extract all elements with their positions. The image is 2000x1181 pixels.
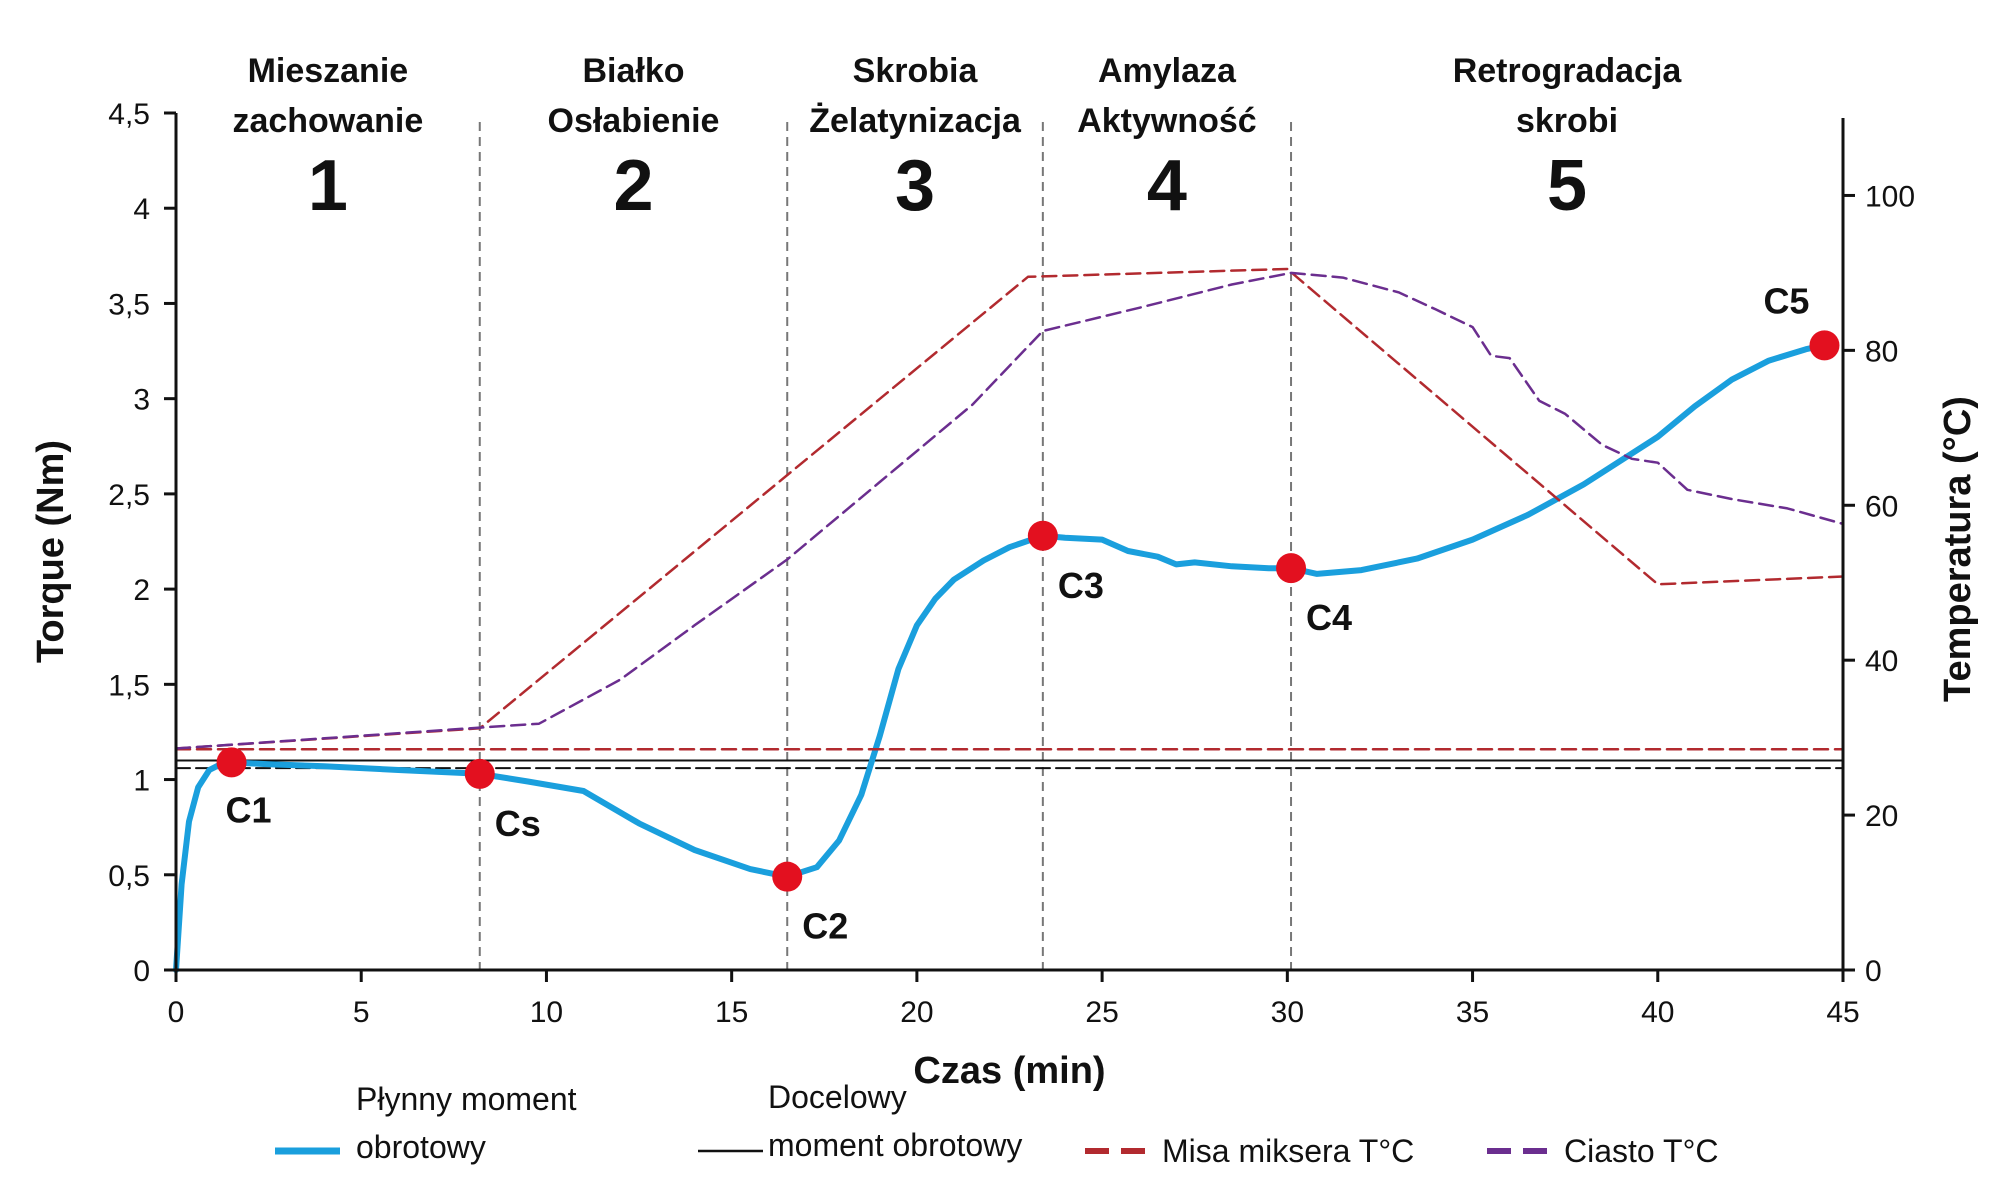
phase-number: 5 xyxy=(1547,146,1587,226)
legend-label: obrotowy xyxy=(356,1129,486,1165)
legend-label: Płynny moment xyxy=(356,1081,577,1117)
phase-subtitle: zachowanie xyxy=(232,102,423,140)
data-point-label: C2 xyxy=(802,906,848,947)
phase-number: 1 xyxy=(308,146,348,226)
phase-number: 3 xyxy=(895,146,935,226)
x-tick-label: 35 xyxy=(1456,996,1489,1029)
y2-tick-label: 60 xyxy=(1865,490,1898,523)
series-line-misa-miksera-t-c xyxy=(174,267,1845,750)
y2-axis-title: Temperatura (°C) xyxy=(1937,396,1979,702)
x-tick-label: 30 xyxy=(1271,996,1304,1029)
axes: 0 5 10 15 20 25 30 35 40 45 00,511,522,533,544,5 … xyxy=(30,98,1979,1092)
legend-label: moment obrotowy xyxy=(768,1127,1022,1163)
y2-tick-label: 100 xyxy=(1865,180,1915,213)
y-tick-label: 3 xyxy=(133,384,150,417)
data-point-label: C3 xyxy=(1058,565,1104,606)
data-point-label: C5 xyxy=(1763,280,1809,321)
y-axis-title: Torque (Nm) xyxy=(30,440,72,663)
phase-title: Białko xyxy=(582,52,684,90)
phase-title: Amylaza xyxy=(1098,52,1237,90)
phase-subtitle: Żelatynizacja xyxy=(809,102,1022,140)
x-tick-label: 45 xyxy=(1826,996,1859,1029)
x-tick-label: 15 xyxy=(715,996,748,1029)
phase-number: 4 xyxy=(1147,146,1187,226)
data-point-c5 xyxy=(1809,330,1840,361)
data-point-c4 xyxy=(1276,553,1307,584)
x-tick-label: 40 xyxy=(1641,996,1674,1029)
legend: Płynny moment obrotowy Docelowy moment obro… xyxy=(275,1079,1718,1169)
data-point-label: Cs xyxy=(495,803,541,844)
data-points: C1 Cs C2 C3 C4 C5 xyxy=(216,280,1840,947)
phase-boundaries xyxy=(478,122,1293,970)
x-tick-label: 20 xyxy=(900,996,933,1029)
y-tick-label: 4,5 xyxy=(108,98,150,131)
y-tick-label: 3,5 xyxy=(108,288,150,321)
y-axis-ticks: 0 0,5 1 1,5 2 2,5 3 3,5 4 4,5 xyxy=(108,98,176,988)
legend-label: Ciasto T°C xyxy=(1564,1133,1718,1169)
y-tick-label: 1 xyxy=(133,765,150,798)
data-point-c1 xyxy=(216,747,247,778)
phase-number: 2 xyxy=(613,146,653,226)
phase-subtitle: skrobi xyxy=(1516,102,1618,140)
y2-tick-label: 20 xyxy=(1865,800,1898,833)
phase-title: Retrogradacja xyxy=(1453,52,1683,90)
series-line-ciasto-t-c xyxy=(174,271,1845,750)
x-tick-label: 5 xyxy=(353,996,370,1029)
x-axis-ticks: 0 5 10 15 20 25 30 35 40 45 xyxy=(168,970,1860,1029)
data-point-label: C1 xyxy=(226,789,272,830)
y-tick-label: 4 xyxy=(133,193,150,226)
y-tick-label: 0,5 xyxy=(108,860,150,893)
x-tick-label: 0 xyxy=(168,996,185,1029)
target-torque-lines xyxy=(175,759,1844,770)
series-line-p-ynny-moment-obrotowy xyxy=(173,342,1828,973)
data-point-cs xyxy=(464,758,495,789)
y-tick-label: 2,5 xyxy=(108,479,150,512)
x-axis-title: Czas (min) xyxy=(913,1050,1105,1092)
legend-label: Docelowy xyxy=(768,1079,907,1115)
data-point-c3 xyxy=(1027,520,1058,551)
legend-label: Misa miksera T°C xyxy=(1162,1133,1414,1169)
data-point-label: C4 xyxy=(1306,597,1352,638)
y2-axis-ticks: 0 20 40 60 80 100 xyxy=(1843,180,1915,988)
y2-tick-label: 80 xyxy=(1865,335,1898,368)
y-tick-label: 2 xyxy=(133,574,150,607)
phase-title: Mieszanie xyxy=(248,52,409,90)
phase-headers: Mieszanie zachowanie 1 Białko Osłabienie 2 Skr… xyxy=(232,52,1682,226)
phase-subtitle: Aktywność xyxy=(1077,102,1257,140)
series-lines xyxy=(173,267,1845,973)
y2-tick-label: 0 xyxy=(1865,955,1882,988)
data-point-c2 xyxy=(772,861,803,892)
y-tick-label: 1,5 xyxy=(108,669,150,702)
x-tick-label: 10 xyxy=(530,996,563,1029)
phase-title: Skrobia xyxy=(853,52,979,90)
y2-tick-label: 40 xyxy=(1865,645,1898,678)
phase-subtitle: Osłabienie xyxy=(548,102,720,140)
y-tick-label: 0 xyxy=(133,955,150,988)
x-tick-label: 25 xyxy=(1085,996,1118,1029)
